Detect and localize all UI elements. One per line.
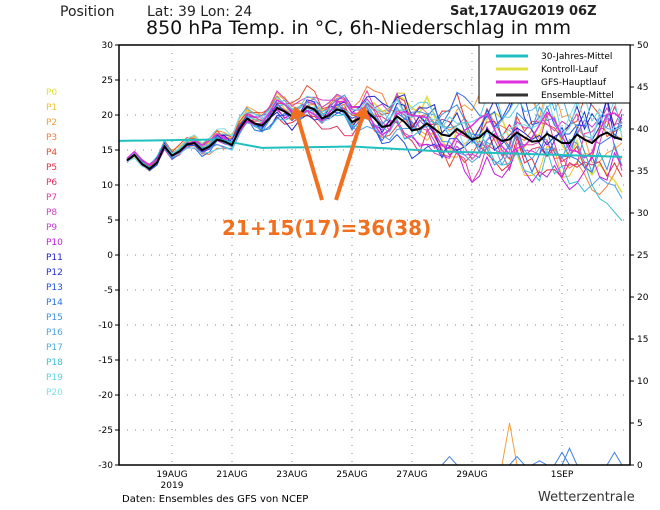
data-source: Daten: Ensembles des GFS von NCEP (122, 494, 309, 505)
y2-tick-label: 50 (637, 41, 649, 51)
arrow-head-icon (289, 106, 307, 121)
member-label-p0: P0 (46, 88, 58, 98)
y-tick-label: -25 (98, 426, 113, 436)
member-label-p15: P15 (46, 313, 63, 323)
member-label-p18: P18 (46, 358, 63, 368)
member-label-p1: P1 (46, 103, 58, 113)
legend-entry: Kontroll-Lauf (541, 65, 599, 75)
member-label-p6: P6 (46, 178, 58, 188)
member-label-p2: P2 (46, 118, 58, 128)
y-tick-label: 10 (102, 181, 114, 191)
y2-tick-label: 10 (637, 377, 649, 387)
y2-tick-label: 35 (637, 167, 648, 177)
y-tick-label: 0 (107, 251, 113, 261)
member-label-p17: P17 (46, 343, 63, 353)
x-tick-label: 21AUG (216, 470, 247, 480)
y2-tick-label: 0 (637, 461, 643, 471)
member-label-p10: P10 (46, 238, 63, 248)
y2-tick-label: 25 (637, 251, 648, 261)
annotation-arrow (296, 117, 324, 201)
x-tick-sublabel: 2019 (161, 481, 184, 491)
x-tick-label: 23AUG (276, 470, 307, 480)
y-tick-label: 30 (102, 41, 114, 51)
chart-title: 850 hPa Temp. in °C, 6h-Niederschlag in … (146, 17, 572, 39)
member-line-p7 (126, 89, 623, 184)
ensemble-mean-line (126, 105, 623, 171)
member-label-p14: P14 (46, 298, 63, 308)
y-tick-label: -5 (104, 286, 113, 296)
x-tick-label: 1SEP (551, 470, 574, 480)
y-tick-label: -20 (98, 391, 113, 401)
precip-mark (561, 446, 578, 466)
precip-mark (501, 422, 518, 466)
brand: Wetterzentrale (538, 490, 635, 505)
y-tick-label: 5 (107, 216, 113, 226)
member-label-p9: P9 (46, 223, 58, 233)
y-tick-label: -10 (98, 321, 113, 331)
y2-tick-label: 40 (637, 125, 649, 135)
annotation-arrow (334, 117, 364, 201)
member-label-p3: P3 (46, 133, 58, 143)
member-label-p11: P11 (46, 253, 63, 263)
plot-frame (118, 44, 631, 466)
precip-mark (441, 455, 458, 466)
lat-lon: Lat: 39 Lon: 24 (147, 4, 253, 20)
y2-tick-label: 20 (637, 293, 649, 303)
member-line-p3 (126, 85, 623, 196)
member-label-p13: P13 (46, 283, 63, 293)
precip-mark (606, 451, 623, 466)
y-tick-label: 15 (102, 146, 113, 156)
member-label-p8: P8 (46, 208, 58, 218)
y-tick-label: -15 (98, 356, 113, 366)
y-tick-label: 20 (102, 111, 114, 121)
climatology-line (119, 138, 623, 158)
precip-mark (531, 460, 548, 466)
x-tick-label: 27AUG (396, 470, 427, 480)
annotation-text: 21+15(17)=36(38) (222, 216, 432, 240)
member-label-p7: P7 (46, 193, 58, 203)
x-tick-label: 29AUG (456, 470, 487, 480)
y2-tick-label: 45 (637, 83, 648, 93)
y2-tick-label: 30 (637, 209, 649, 219)
y-tick-label: 25 (102, 76, 113, 86)
member-label-p12: P12 (46, 268, 63, 278)
run-date: Sat,17AUG2019 06Z (450, 4, 597, 19)
precip-mark (509, 455, 525, 466)
member-line-p16 (126, 102, 623, 199)
legend-entry: GFS-Hauptlauf (541, 78, 607, 88)
x-tick-label: 19AUG (156, 470, 187, 480)
y2-tick-label: 15 (637, 335, 648, 345)
position-label: Position (60, 4, 115, 20)
member-label-p20: P20 (46, 388, 63, 398)
member-label-p5: P5 (46, 163, 58, 173)
precip-mark (554, 451, 570, 466)
legend-entry: 30-Jahres-Mittel (541, 52, 612, 62)
y-tick-label: -30 (98, 461, 113, 471)
y2-tick-label: 5 (637, 419, 643, 429)
arrow-head-icon (353, 106, 371, 121)
x-tick-label: 25AUG (336, 470, 367, 480)
member-label-p16: P16 (46, 328, 63, 338)
member-label-p4: P4 (46, 148, 58, 158)
member-label-p19: P19 (46, 373, 63, 383)
legend-entry: Ensemble-Mittel (541, 91, 614, 101)
